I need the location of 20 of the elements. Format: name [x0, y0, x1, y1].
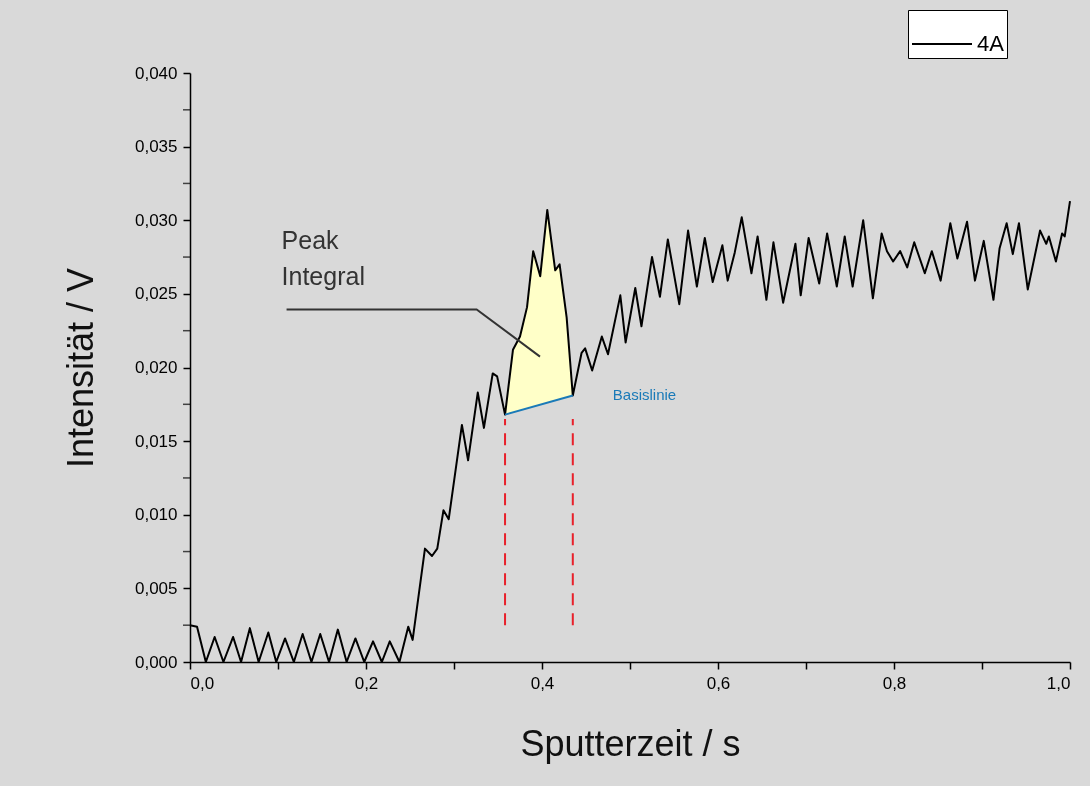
y-tick-label: 0,040 — [134, 63, 178, 83]
y-tick-label: 0,005 — [134, 578, 178, 598]
y-tick-label: 0,000 — [134, 652, 178, 672]
x-tick-label: 0,4 — [530, 673, 555, 693]
text: Basislinie — [612, 386, 677, 404]
y-tick-label: 0,020 — [134, 358, 178, 377]
x-tick-label: 0,8 — [882, 673, 907, 693]
y-axis-title: Intensität / V — [59, 267, 101, 469]
annotation: Peak Integral — [281, 226, 365, 291]
y-tick-label: 0,015 — [134, 431, 178, 451]
legend-label: 4A — [977, 31, 1005, 56]
y-tick-label: 0,010 — [134, 505, 178, 525]
x-tick-label: 0,0 — [190, 673, 215, 693]
x-axis-title: Sputterzeit / s — [520, 722, 741, 764]
x-tick-label: 0,6 — [706, 673, 731, 693]
x-tick-label: 0,2 — [354, 673, 379, 693]
y-tick-label: 0,025 — [134, 284, 178, 304]
y-tick-label: 0,030 — [134, 210, 178, 230]
x-tick-label: 1,0 — [1046, 673, 1071, 693]
y-tick-label: 0,035 — [134, 137, 178, 157]
